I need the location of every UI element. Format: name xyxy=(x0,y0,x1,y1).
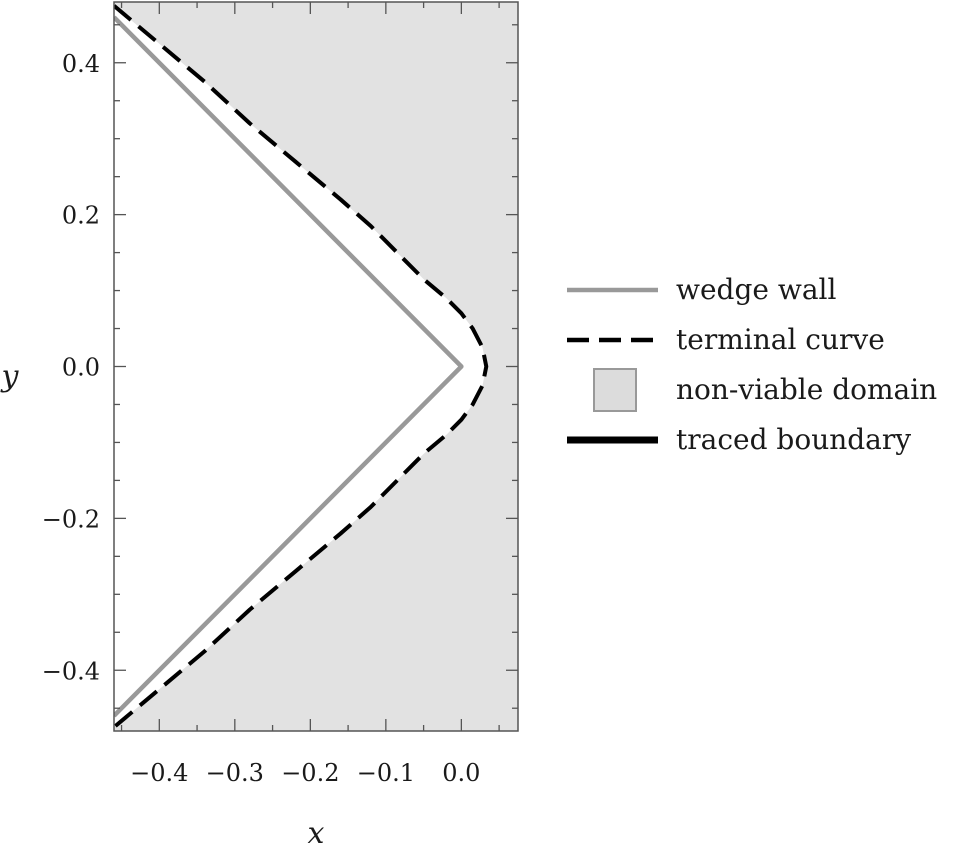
terminal-curve-line xyxy=(114,4,489,729)
legend-label-non-viable-domain: non-viable domain xyxy=(676,373,937,406)
legend: wedge wall terminal curve non-viable domai… xyxy=(567,273,937,456)
y-tick-label: 0.4 xyxy=(62,50,100,78)
legend-label-wedge-wall: wedge wall xyxy=(676,273,836,306)
legend-swatch-non-viable-domain xyxy=(593,368,637,412)
x-tick-label: −0.2 xyxy=(281,759,339,787)
legend-label-terminal-curve: terminal curve xyxy=(676,323,885,356)
x-tick-label: −0.1 xyxy=(357,759,415,787)
x-axis-label: x xyxy=(308,816,325,846)
y-tick-label: 0.2 xyxy=(62,202,100,230)
viable-region xyxy=(114,5,487,728)
y-tick-label: 0.0 xyxy=(62,354,100,382)
y-tick-label: −0.4 xyxy=(42,657,100,685)
y-axis-label: y xyxy=(0,359,20,394)
x-tick-label: 0.0 xyxy=(442,759,480,787)
y-tick-label: −0.2 xyxy=(42,505,100,533)
wedge-wall-line xyxy=(114,15,464,718)
x-tick-label: −0.4 xyxy=(130,759,188,787)
x-tick-label: −0.3 xyxy=(206,759,264,787)
legend-label-traced-boundary: traced boundary xyxy=(676,423,911,456)
